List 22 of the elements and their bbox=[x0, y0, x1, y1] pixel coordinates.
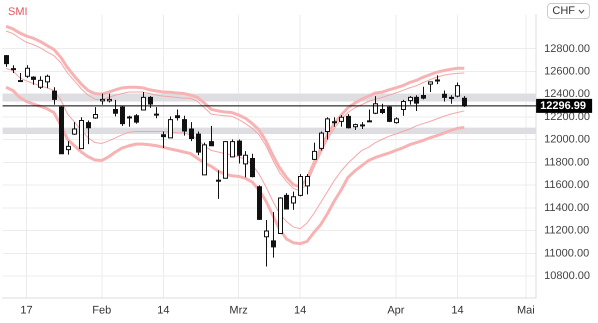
x-tick-label: 14 bbox=[451, 304, 464, 316]
y-tick-label: 10800.00 bbox=[544, 270, 590, 282]
y-tick-label: 12000.00 bbox=[544, 134, 590, 146]
y-tick-label: 12200.00 bbox=[544, 110, 590, 123]
y-tick-label: 12800.00 bbox=[544, 42, 590, 55]
x-tick-label: 14 bbox=[294, 304, 306, 316]
x-tick-label: Mrz bbox=[229, 304, 248, 316]
x-tick-label: 17 bbox=[20, 304, 33, 316]
y-tick-label: 12400.00 bbox=[544, 88, 590, 100]
x-tick-label: 14 bbox=[157, 304, 170, 316]
y-tick-label: 11600.00 bbox=[544, 179, 590, 192]
x-tick-label: Apr bbox=[387, 304, 405, 316]
y-tick-label: 11800.00 bbox=[544, 156, 590, 168]
x-tick-label: Feb bbox=[92, 304, 112, 316]
chart-title: SMI bbox=[8, 6, 28, 18]
currency-select: CHF bbox=[547, 3, 590, 19]
x-tick-label: Mai bbox=[516, 304, 535, 316]
y-tick-label: 11200.00 bbox=[544, 224, 590, 237]
ref-line-label: 12296.99 bbox=[540, 100, 586, 112]
y-tick-label: 11000.00 bbox=[544, 247, 590, 260]
y-tick-label: 11400.00 bbox=[544, 202, 590, 214]
y-tick-label: 12600.00 bbox=[544, 66, 590, 78]
